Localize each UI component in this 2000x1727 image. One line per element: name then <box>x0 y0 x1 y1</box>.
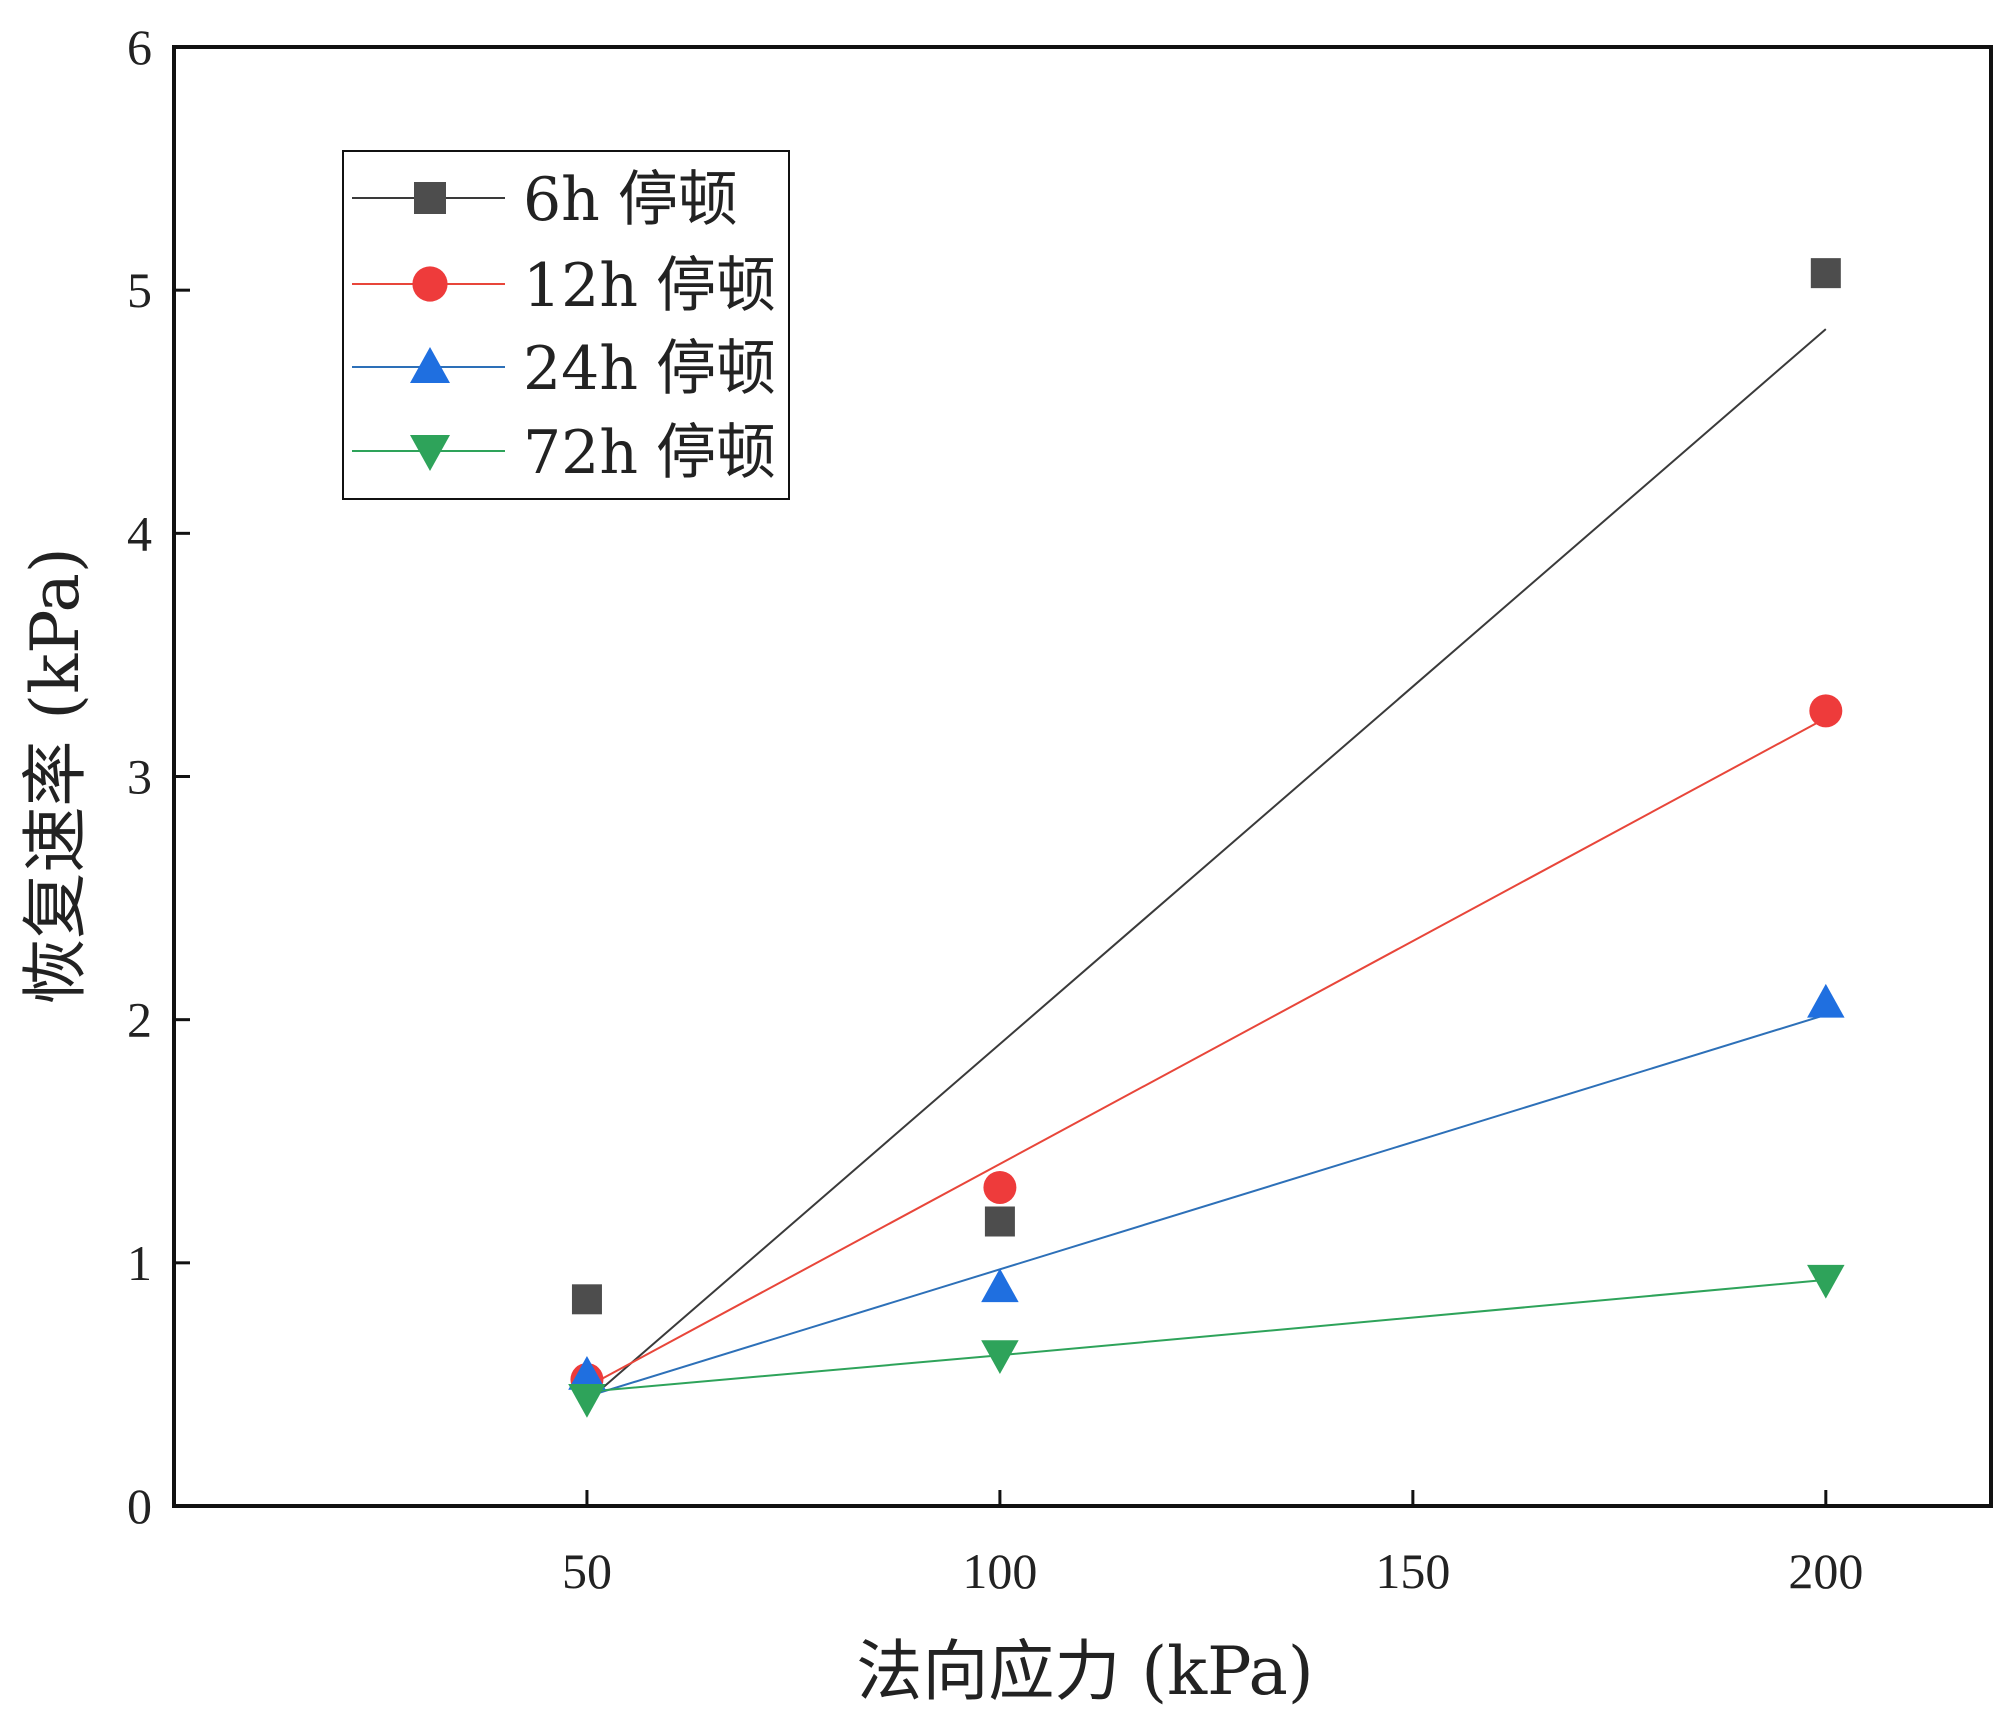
x-tick-label: 150 <box>1375 1543 1450 1599</box>
legend-label: 72h 停顿 <box>523 418 776 488</box>
fit-line <box>586 328 1827 1403</box>
fit-lines <box>586 328 1827 1403</box>
data-point <box>981 1340 1019 1374</box>
data-point <box>1807 1264 1845 1299</box>
y-tick-label: 3 <box>127 749 152 805</box>
data-point <box>1810 258 1841 289</box>
legend-marker <box>414 182 446 214</box>
data-point <box>984 1206 1015 1237</box>
legend-label: 24h 停顿 <box>523 334 776 404</box>
data-point <box>981 1268 1019 1303</box>
legend-label: 12h 停顿 <box>523 251 776 321</box>
y-axis-title: 恢复速率 (kPa) <box>17 547 94 1004</box>
x-tick-label: 100 <box>962 1543 1037 1599</box>
y-axis: 0 1 2 3 4 5 6 <box>127 19 190 1534</box>
legend-label-part: 6h <box>523 165 600 235</box>
y-tick-label: 2 <box>127 992 152 1048</box>
legend-label-part: 72h <box>523 418 638 488</box>
x-axis: 50 100 150 200 <box>562 1490 1863 1599</box>
x-axis-title: 法向应力 (kPa) <box>856 1633 1313 1710</box>
y-tick-label: 6 <box>127 19 152 75</box>
fit-line <box>586 717 1827 1388</box>
x-tick-label: 50 <box>562 1543 612 1599</box>
legend-label-part: 12h <box>523 251 638 321</box>
legend-label: 6h 停顿 <box>523 165 738 235</box>
legend-label-part: 24h <box>523 334 638 404</box>
y-tick-label: 4 <box>127 505 152 561</box>
legend-label-part: 停顿 <box>656 418 776 488</box>
data-point <box>568 1355 606 1390</box>
data-point <box>1807 983 1845 1018</box>
x-tick-label: 200 <box>1788 1543 1863 1599</box>
legend: 6h 停顿 12h 停顿 24h 停顿 72h 停顿 <box>342 150 790 500</box>
data-markers <box>568 258 1845 1418</box>
y-tick-label: 0 <box>127 1478 152 1534</box>
legend-label-part: 停顿 <box>656 251 776 321</box>
y-tick-label: 5 <box>127 262 152 318</box>
legend-label-part: 停顿 <box>618 165 738 235</box>
legend-marker <box>412 266 448 302</box>
data-point <box>983 1170 1017 1204</box>
data-point <box>1809 694 1843 728</box>
y-tick-label: 1 <box>127 1235 152 1291</box>
legend-marker <box>410 435 450 471</box>
fit-line <box>586 1013 1827 1398</box>
data-point <box>571 1284 602 1315</box>
data-point <box>568 1384 606 1418</box>
legend-label-part: 停顿 <box>656 334 776 404</box>
legend-marker <box>410 347 450 383</box>
